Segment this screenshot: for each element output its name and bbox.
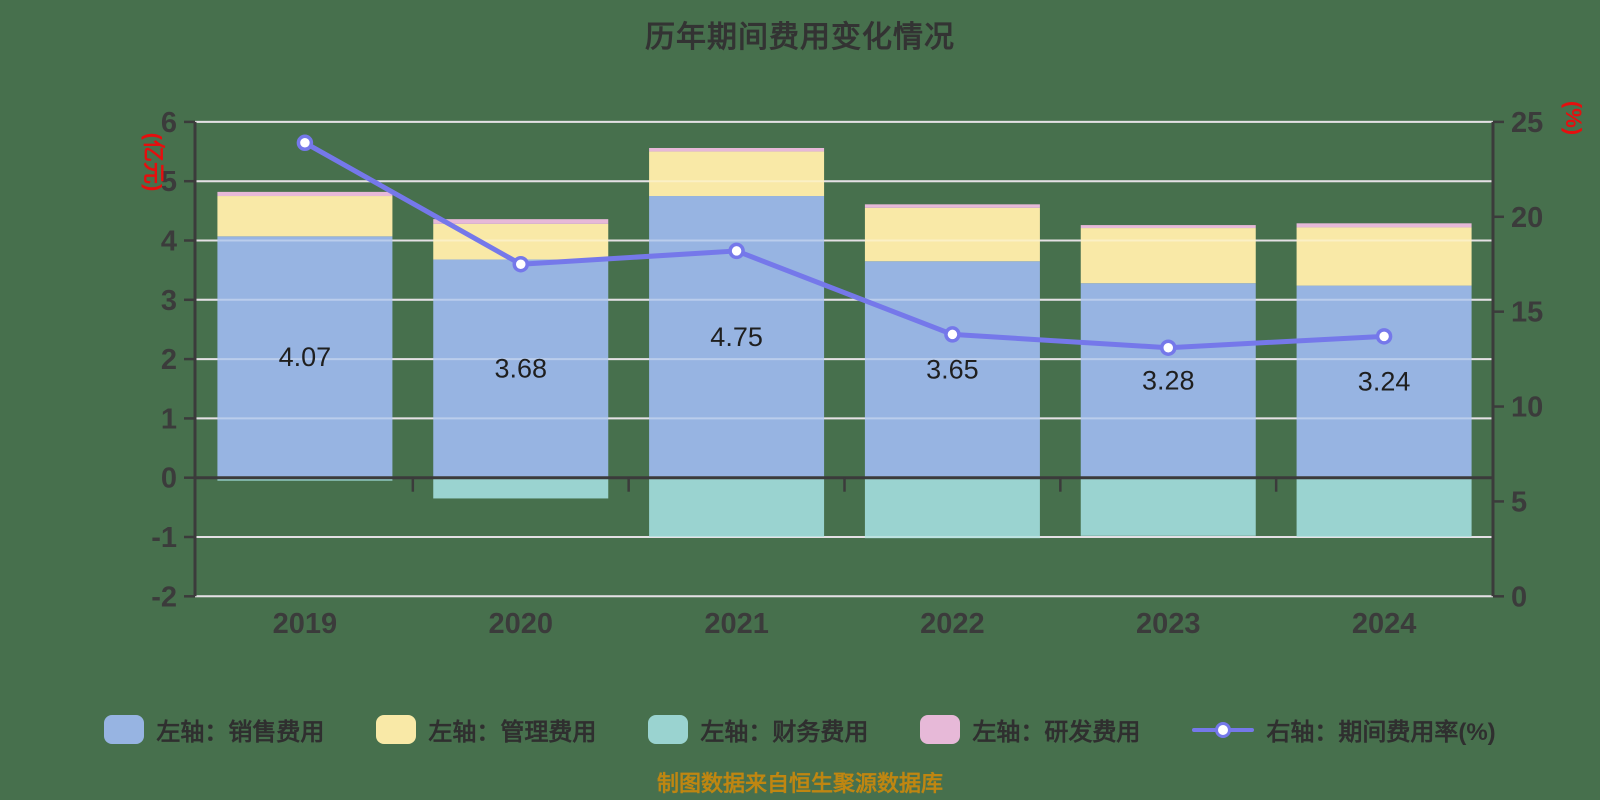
- left-tick-label: 1: [161, 403, 177, 435]
- bar-segment: [1296, 223, 1472, 228]
- line-marker: [512, 255, 529, 273]
- legend-item-2[interactable]: 左轴：管理费用: [376, 712, 596, 747]
- x-category-label: 2019: [273, 608, 338, 640]
- bar-segment: [864, 207, 1040, 262]
- legend-label: 左轴：管理费用: [428, 719, 597, 746]
- legend-line-dot: [1215, 722, 1232, 738]
- left-tick-label: -1: [151, 522, 177, 554]
- bar-segment: [1296, 285, 1472, 478]
- legend-line-marker-icon: [1192, 715, 1255, 744]
- bar-segment: [217, 191, 393, 197]
- bar-segment: [864, 261, 1040, 478]
- legend-item-5[interactable]: 右轴：期间费用率(%): [1192, 712, 1496, 747]
- line-marker: [1160, 339, 1177, 356]
- bar-segment: [433, 477, 609, 499]
- bar-value-label: 4.75: [710, 322, 763, 352]
- bar-group-2022: [864, 204, 1040, 539]
- source-note: 制图数据来自恒生聚源数据库: [656, 771, 943, 796]
- legend-label: 左轴：销售费用: [156, 719, 325, 746]
- bar-segment: [1080, 225, 1256, 229]
- legend-swatch-icon: [648, 715, 689, 744]
- gridlines-overlay: [195, 120, 1493, 598]
- right-axis: 25 20 15 10 5 0: [1493, 107, 1543, 613]
- bar-group-2019: [217, 191, 393, 481]
- right-tick-label: 15: [1511, 297, 1543, 329]
- x-axis-labels: 2019 2020 2021 2022 2023 2024: [273, 608, 1417, 640]
- bar-segment: [1296, 227, 1472, 286]
- bar-segment: [217, 196, 393, 237]
- bar-segment: [433, 219, 609, 224]
- legend-swatch-icon: [376, 715, 417, 744]
- x-category-label: 2023: [1136, 608, 1201, 640]
- right-tick-label: 10: [1511, 392, 1543, 424]
- bar-segment: [864, 204, 1040, 208]
- bar-segment: [864, 477, 1040, 539]
- x-category-label: 2024: [1352, 608, 1417, 640]
- x-category-label: 2022: [920, 608, 985, 640]
- bar-segment: [1080, 228, 1256, 284]
- line-marker: [296, 134, 314, 152]
- page-title: 历年期间费用变化情况: [645, 21, 955, 54]
- bar-segment: [217, 236, 393, 478]
- left-tick-label: 5: [161, 166, 177, 198]
- bar-value-label: 3.28: [1142, 365, 1195, 395]
- x-category-label: 2021: [704, 608, 769, 640]
- bar-segment: [1080, 283, 1256, 478]
- legend-label: 右轴：期间费用率(%): [1266, 719, 1496, 746]
- right-tick-label: 5: [1511, 486, 1527, 518]
- right-tick-label: 25: [1511, 107, 1543, 139]
- line-marker: [1375, 328, 1393, 345]
- right-tick-label: 20: [1511, 202, 1543, 234]
- bar-segment: [1296, 477, 1472, 537]
- left-tick-label: 3: [161, 285, 177, 317]
- legend-item-1[interactable]: 左轴：销售费用: [104, 712, 324, 747]
- left-axis: 6 5 4 3 2 1 0 -1 -2: [151, 107, 195, 613]
- left-tick-label: 6: [161, 107, 177, 139]
- bar-series-group: [217, 147, 1472, 539]
- left-tick-label: 0: [161, 463, 177, 495]
- bar-value-label: 4.07: [279, 342, 332, 372]
- right-axis-name: (%): [1561, 101, 1586, 135]
- left-tick-label: -2: [151, 581, 177, 613]
- bar-value-label: 3.68: [494, 354, 547, 384]
- legend-swatch-icon: [104, 715, 145, 744]
- bar-value-label: 3.65: [926, 354, 979, 384]
- bar-group-2023: [1080, 225, 1256, 536]
- legend: 左轴：销售费用 左轴：管理费用 左轴：财务费用 左轴：研发费用 右轴：期间费用率(%): [0, 712, 1600, 747]
- legend-label: 左轴：研发费用: [972, 719, 1141, 746]
- bar-segment: [649, 151, 825, 197]
- bar-segment: [649, 147, 825, 152]
- expense-rate-line: [302, 140, 1387, 351]
- bar-value-label: 3.24: [1358, 367, 1411, 397]
- legend-item-4[interactable]: 左轴：研发费用: [920, 712, 1140, 747]
- gridlines: [195, 120, 1493, 598]
- bar-group-2020: [433, 219, 609, 499]
- x-axis-ticks: [411, 477, 1278, 492]
- bar-segment: [433, 259, 609, 478]
- right-tick-label: 0: [1511, 581, 1527, 613]
- legend-swatch-icon: [920, 715, 961, 744]
- line-marker: [728, 242, 745, 260]
- legend-label: 左轴：财务费用: [700, 719, 869, 746]
- left-tick-label: 2: [161, 344, 177, 376]
- line-marker: [944, 326, 961, 343]
- bar-segment: [1080, 477, 1256, 536]
- bar-segment: [649, 477, 825, 537]
- bar-group-2024: [1296, 223, 1472, 537]
- x-category-label: 2020: [488, 608, 553, 640]
- left-tick-label: 4: [161, 226, 177, 258]
- legend-item-3[interactable]: 左轴：财务费用: [648, 712, 868, 747]
- bar-value-labels: 4.07 3.68 4.75 3.65 3.28 3.24: [279, 322, 1411, 397]
- left-axis-name: (亿元): [141, 133, 166, 192]
